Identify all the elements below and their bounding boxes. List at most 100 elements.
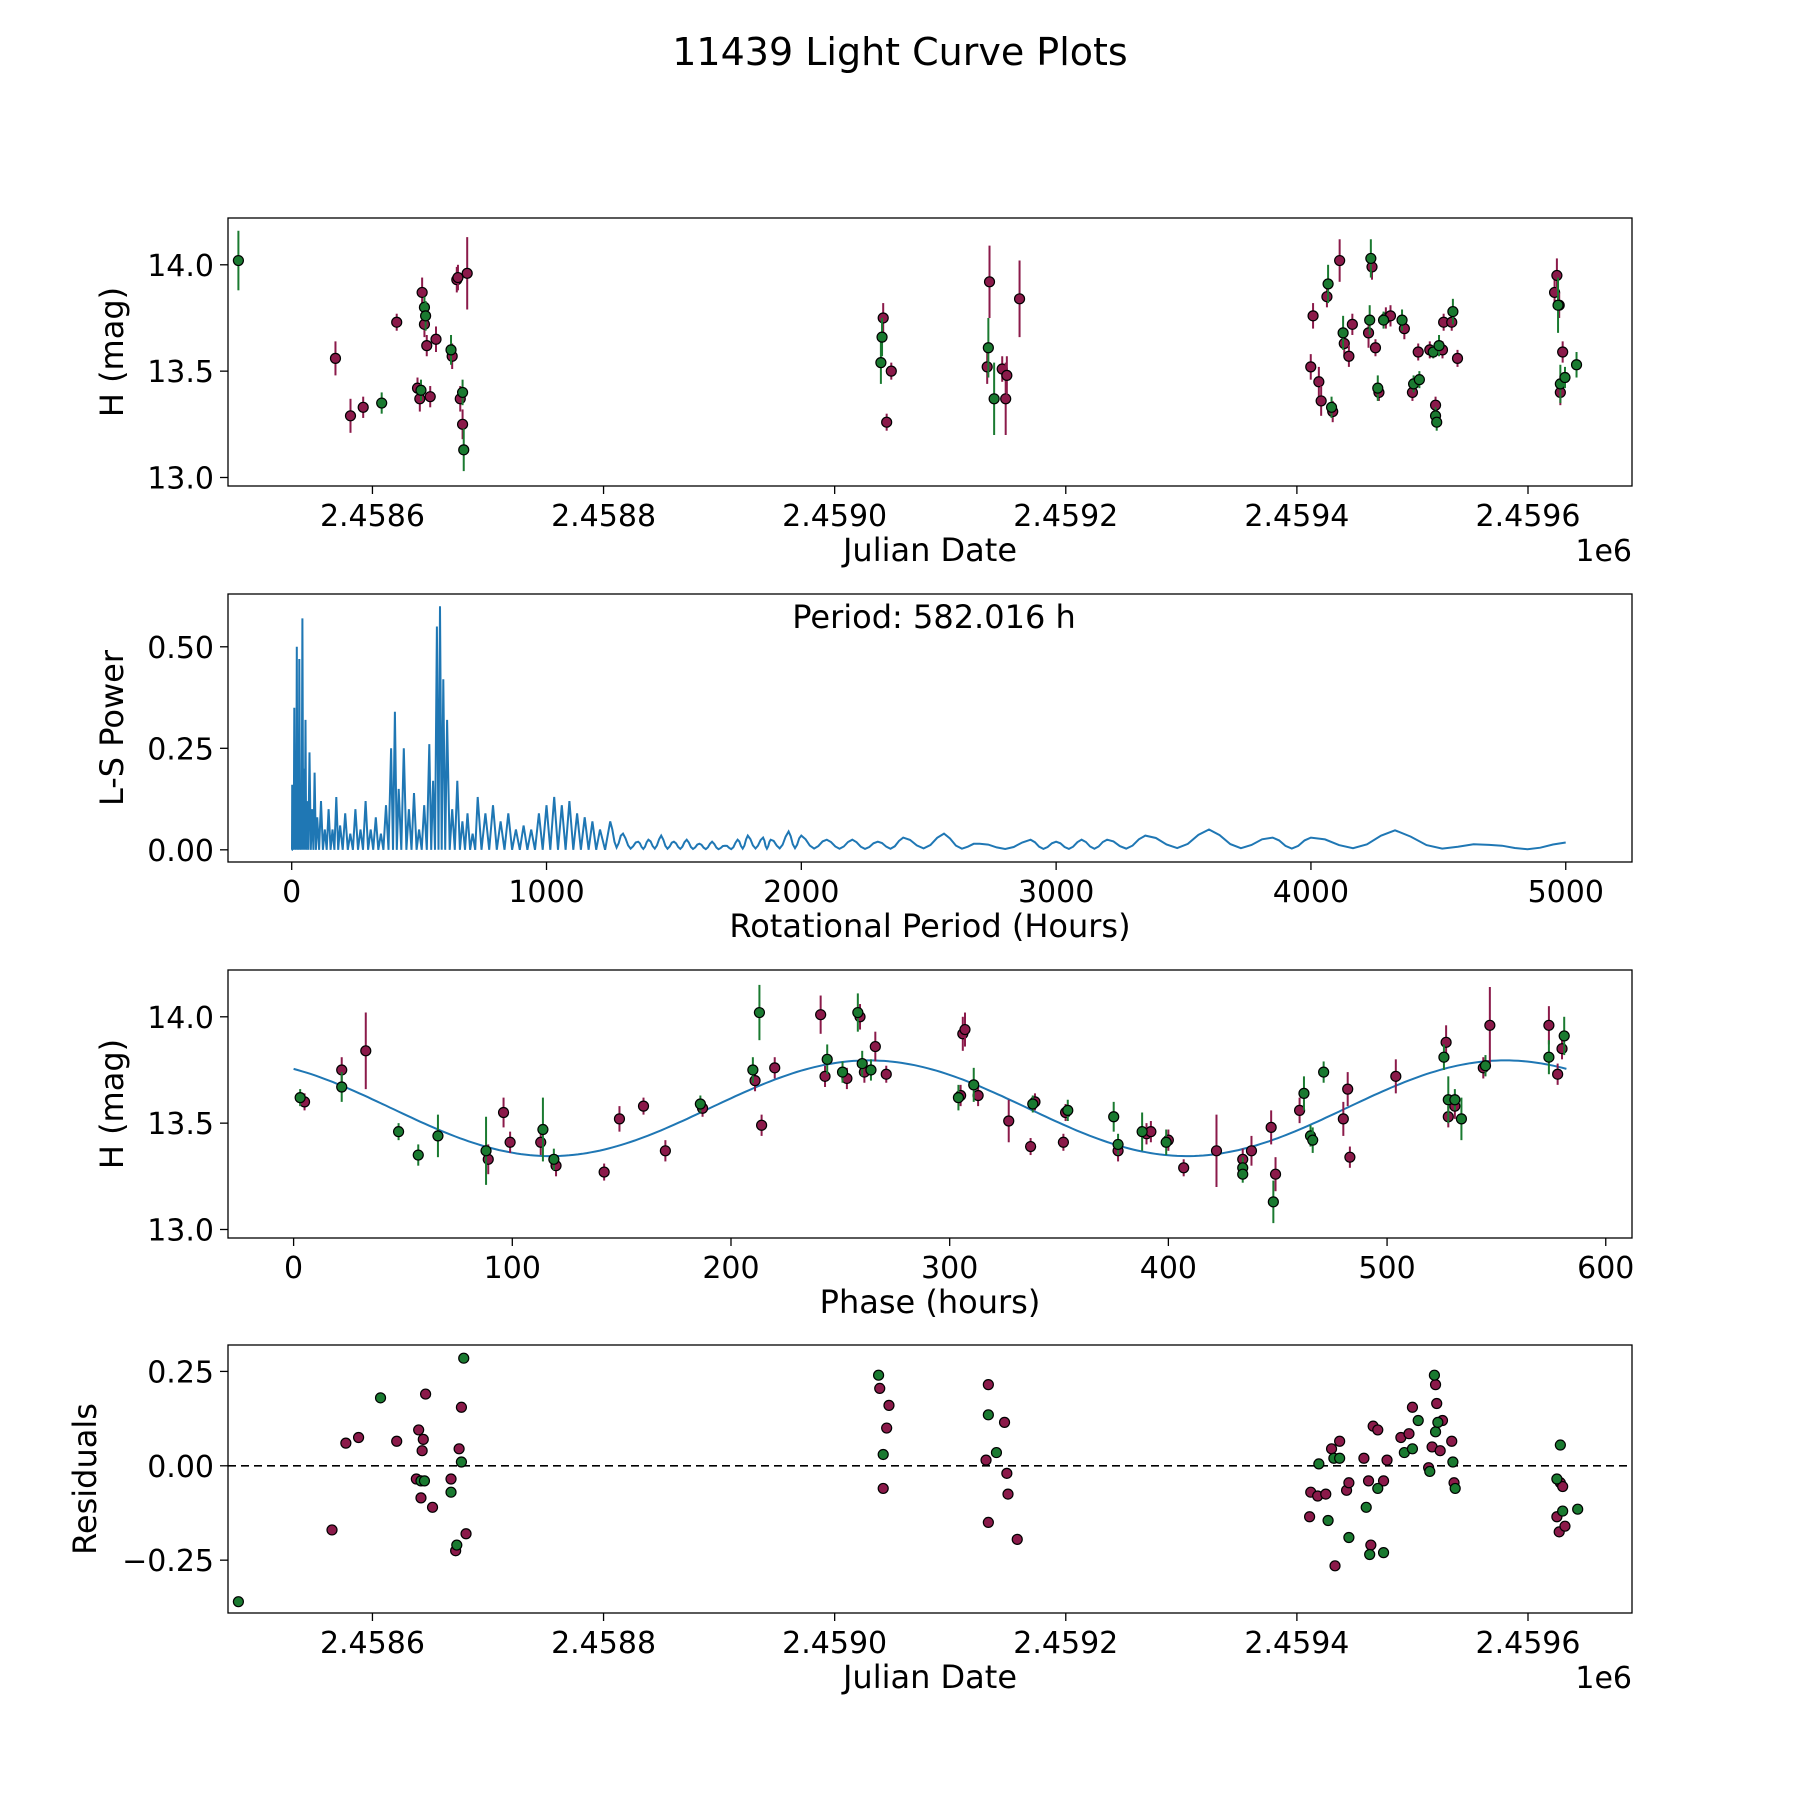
data-point [1334, 1435, 1346, 1447]
data-point [1431, 1397, 1443, 1410]
data-point [990, 1446, 1003, 1459]
data-point [480, 1145, 492, 1157]
data-point [1322, 278, 1334, 290]
data-point [1369, 342, 1382, 354]
data-point [1325, 1443, 1338, 1455]
data-point [326, 1524, 338, 1536]
data-point [1325, 401, 1338, 413]
data-point [637, 1100, 650, 1112]
x-tick-label: 0 [282, 875, 301, 910]
data-point [1447, 1456, 1459, 1468]
data-point [869, 1040, 881, 1053]
x-axis-label: Phase (hours) [820, 1283, 1041, 1321]
data-point [1322, 1514, 1334, 1527]
data-point [1479, 1060, 1492, 1072]
x-tick-label: 2.4596 [1476, 499, 1581, 534]
data-point [1372, 382, 1384, 394]
data-point [1237, 1168, 1249, 1180]
x-tick-label: 2.4590 [782, 499, 887, 534]
data-point [1556, 1043, 1568, 1055]
y-axis-label: H (mag) [93, 1039, 131, 1169]
x-tick-label: 200 [702, 1251, 759, 1286]
data-point [881, 1422, 893, 1434]
data-point [872, 1369, 885, 1381]
data-point [391, 1435, 403, 1447]
data-point [460, 1528, 472, 1540]
data-point [1365, 252, 1377, 265]
data-point [548, 1153, 560, 1165]
data-point [982, 342, 994, 354]
data-point [445, 344, 457, 356]
data-point [1002, 1488, 1014, 1500]
y-tick-label: 14.0 [147, 1001, 214, 1036]
data-point [426, 1501, 439, 1513]
x-tick-label: 2.4592 [1013, 1626, 1118, 1661]
data-point [659, 1145, 671, 1157]
data-point [458, 1352, 470, 1364]
data-point [1320, 1488, 1332, 1500]
y-tick-label: 0.50 [147, 631, 214, 666]
x-tick-label: 300 [921, 1251, 978, 1286]
data-point [981, 361, 993, 373]
data-point [1432, 1416, 1444, 1428]
data-point [421, 340, 433, 352]
data-point [430, 333, 442, 345]
x-tick-label: 2000 [763, 875, 839, 910]
plot-area [232, 230, 1583, 472]
y-tick-label: 13.0 [147, 461, 214, 496]
data-point [1431, 416, 1443, 428]
data-point [1438, 1051, 1450, 1063]
periodogram-line [291, 606, 1566, 851]
data-point [456, 418, 469, 430]
data-point [1178, 1162, 1190, 1174]
data-point [340, 1437, 352, 1449]
data-point [1362, 1475, 1375, 1487]
data-point [1377, 1475, 1390, 1487]
data-point [598, 1166, 610, 1178]
data-point [694, 1098, 706, 1110]
y-axis-label: Residuals [66, 1403, 104, 1555]
plot-area [291, 606, 1566, 851]
data-point [456, 386, 469, 399]
data-point [1557, 1480, 1569, 1493]
data-point [418, 1475, 431, 1487]
data-point [415, 1492, 427, 1504]
data-point [1424, 1465, 1436, 1478]
data-point [836, 1066, 849, 1078]
y-tick-label: −0.25 [122, 1544, 214, 1579]
y-axis-label: H (mag) [93, 287, 131, 417]
data-point [1343, 350, 1355, 362]
data-point [232, 254, 244, 267]
data-point [1321, 291, 1333, 303]
residuals-panel: 2.4586 2.4588 2.4590 2.4592 2.4594 2.4596 −0.2… [66, 1344, 1633, 1696]
axes-frame [227, 1344, 1633, 1614]
data-point [865, 1064, 877, 1076]
data-point [1313, 376, 1325, 388]
data-point [980, 1454, 992, 1466]
data-point [1001, 1467, 1013, 1479]
x-tick-label: 2.4594 [1244, 1626, 1349, 1661]
data-point [1433, 340, 1445, 352]
data-point [1013, 293, 1026, 305]
data-point [1554, 1439, 1566, 1451]
data-point [336, 1081, 348, 1093]
data-point [1269, 1168, 1282, 1180]
data-point [1551, 269, 1563, 282]
data-point [432, 1130, 444, 1142]
x-tick-label: 2.4588 [551, 1626, 656, 1661]
data-point [1413, 374, 1425, 386]
data-point [420, 1388, 432, 1400]
y-tick-label: 13.5 [147, 355, 214, 390]
data-point [1557, 346, 1569, 358]
data-point [415, 384, 427, 396]
data-point [232, 1596, 244, 1608]
data-point [877, 312, 889, 324]
data-point [1267, 1196, 1279, 1208]
data-point [982, 1379, 994, 1391]
data-point [1403, 1428, 1415, 1440]
data-point [769, 1062, 781, 1074]
data-point [1344, 1151, 1356, 1163]
data-point [1449, 1094, 1461, 1106]
data-point [988, 393, 1000, 405]
data-point [819, 1070, 831, 1082]
